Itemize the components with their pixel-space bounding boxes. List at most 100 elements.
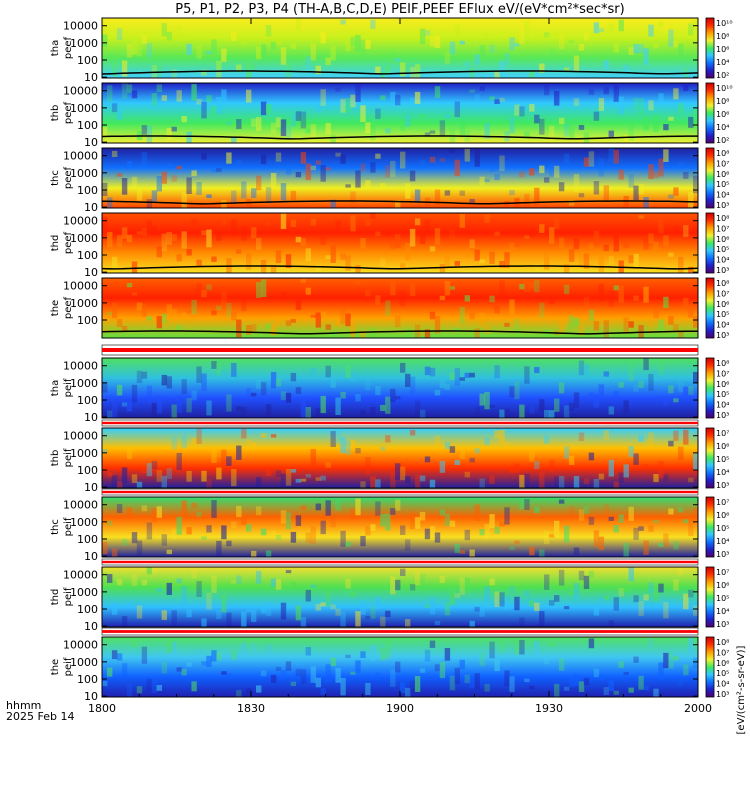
y-tick-label: 10 bbox=[84, 481, 98, 494]
spectrogram-cell bbox=[405, 243, 411, 261]
panel-bg-tha-peif bbox=[102, 358, 698, 418]
spectrogram-cell bbox=[166, 128, 172, 141]
spectrogram-cell bbox=[405, 373, 411, 387]
colorbar-tick-label: 10⁵ bbox=[716, 180, 729, 189]
spectrogram-cell bbox=[544, 657, 550, 665]
spectrogram-cell bbox=[102, 449, 108, 454]
spectrogram-cell bbox=[181, 500, 187, 516]
spectrogram-cell bbox=[643, 238, 649, 250]
x-tick-label: 1800 bbox=[88, 702, 116, 715]
spectrogram-cell bbox=[390, 576, 396, 595]
x-tick-label: 1830 bbox=[237, 702, 265, 715]
spectrogram-cell bbox=[350, 94, 356, 108]
spectrogram-cell bbox=[658, 542, 664, 547]
spectrogram-cell bbox=[558, 499, 565, 504]
spectrogram-cell bbox=[275, 316, 282, 326]
spectrogram-cell bbox=[300, 111, 307, 129]
spectrogram-cell bbox=[514, 381, 520, 400]
spectrogram-cell bbox=[563, 284, 570, 295]
spectrogram-cell bbox=[285, 164, 292, 175]
y-tick-label: 100 bbox=[77, 533, 98, 546]
colorbar-tick-label: 10⁸ bbox=[716, 149, 729, 158]
spectrogram-cell bbox=[191, 170, 197, 177]
spectrogram-cell bbox=[310, 43, 316, 61]
spectrogram-cell bbox=[365, 39, 371, 49]
spectrogram-cell bbox=[653, 171, 659, 179]
spectrogram-cell bbox=[673, 541, 679, 550]
colorbar bbox=[705, 147, 715, 209]
spectrogram-cell bbox=[176, 90, 182, 102]
spectrogram-cell bbox=[499, 60, 505, 75]
spectrogram-cell bbox=[141, 152, 148, 170]
spectrogram-cell bbox=[390, 240, 396, 249]
spectrogram-cell bbox=[648, 100, 654, 111]
spectrogram-cell bbox=[444, 115, 451, 119]
spectrogram-cell bbox=[186, 249, 192, 256]
spectrogram-cell bbox=[335, 668, 341, 683]
spectrogram-cell bbox=[603, 185, 609, 202]
spectrogram-cell bbox=[285, 125, 292, 140]
spectrogram-cell bbox=[246, 524, 252, 532]
spectrogram-cell bbox=[330, 375, 336, 388]
spectrogram-cell bbox=[370, 407, 376, 416]
panel-label: peef bbox=[63, 231, 74, 254]
spectrogram-cell bbox=[231, 219, 237, 236]
spectrogram-cell bbox=[628, 506, 634, 521]
spectrogram-cell bbox=[688, 116, 694, 128]
spectrogram-cell bbox=[568, 591, 575, 596]
spectrogram-cell bbox=[439, 158, 446, 162]
spectrogram-cell bbox=[668, 508, 674, 515]
spectrogram-cell bbox=[439, 509, 446, 516]
spectrogram-cell bbox=[365, 377, 371, 391]
spectrogram-cell bbox=[320, 165, 326, 182]
spectrogram-cell bbox=[529, 229, 535, 237]
spectrogram-cell bbox=[216, 96, 222, 114]
y-tick-label: 1000 bbox=[70, 37, 98, 50]
spectrogram-cell bbox=[534, 280, 540, 293]
spectrogram-cell bbox=[414, 474, 421, 488]
spectrogram-cell bbox=[191, 300, 197, 315]
spectrogram-cell bbox=[176, 395, 182, 413]
spectrogram-cell bbox=[489, 44, 495, 53]
spectrogram-cell bbox=[544, 32, 550, 38]
spectrogram-cell bbox=[494, 99, 500, 104]
spectrogram-cell bbox=[116, 481, 123, 488]
spectrogram-cell bbox=[405, 114, 411, 127]
spectrogram-cell bbox=[285, 570, 292, 574]
spectrogram-cell bbox=[107, 574, 113, 583]
spectrogram-cell bbox=[380, 648, 386, 661]
spectrogram-cell bbox=[573, 55, 580, 71]
spectrogram-cell bbox=[365, 180, 371, 188]
spectrogram-cell bbox=[648, 638, 654, 648]
spectrogram-cell bbox=[136, 605, 143, 619]
spectrogram-cell bbox=[409, 228, 416, 247]
spectrogram-cell bbox=[206, 194, 212, 198]
spectrogram-cell bbox=[534, 506, 540, 514]
spectrogram-cell bbox=[514, 43, 520, 47]
spectrogram-cell bbox=[111, 548, 118, 557]
spectrogram-cell bbox=[211, 256, 217, 262]
spectrogram-cell bbox=[221, 594, 227, 613]
separator-band-red bbox=[102, 421, 698, 425]
spectrogram-cell bbox=[335, 318, 341, 327]
boundary-line bbox=[101, 265, 699, 270]
spectrogram-cell bbox=[300, 25, 307, 30]
spectrogram-cell bbox=[330, 604, 336, 610]
spectrogram-cell bbox=[116, 384, 123, 396]
spectrogram-cell bbox=[365, 122, 371, 134]
spectrogram-cell bbox=[618, 382, 624, 388]
spectrogram-cell bbox=[578, 252, 585, 268]
colorbar bbox=[705, 277, 715, 339]
spectrogram-cell bbox=[678, 162, 684, 166]
spectrogram-cell bbox=[102, 328, 108, 333]
spectrogram-cell bbox=[688, 637, 694, 655]
spectrogram-cell bbox=[414, 400, 421, 418]
spectrogram-cell bbox=[181, 379, 187, 395]
spectrogram-cell bbox=[683, 386, 689, 398]
spectrogram-cell bbox=[390, 669, 396, 687]
spectrogram-cell bbox=[663, 124, 669, 131]
spectrogram-cell bbox=[136, 686, 143, 694]
spectrogram-cell bbox=[260, 279, 267, 297]
spectrogram-cell bbox=[549, 534, 555, 538]
spectrogram-cell bbox=[464, 249, 470, 258]
